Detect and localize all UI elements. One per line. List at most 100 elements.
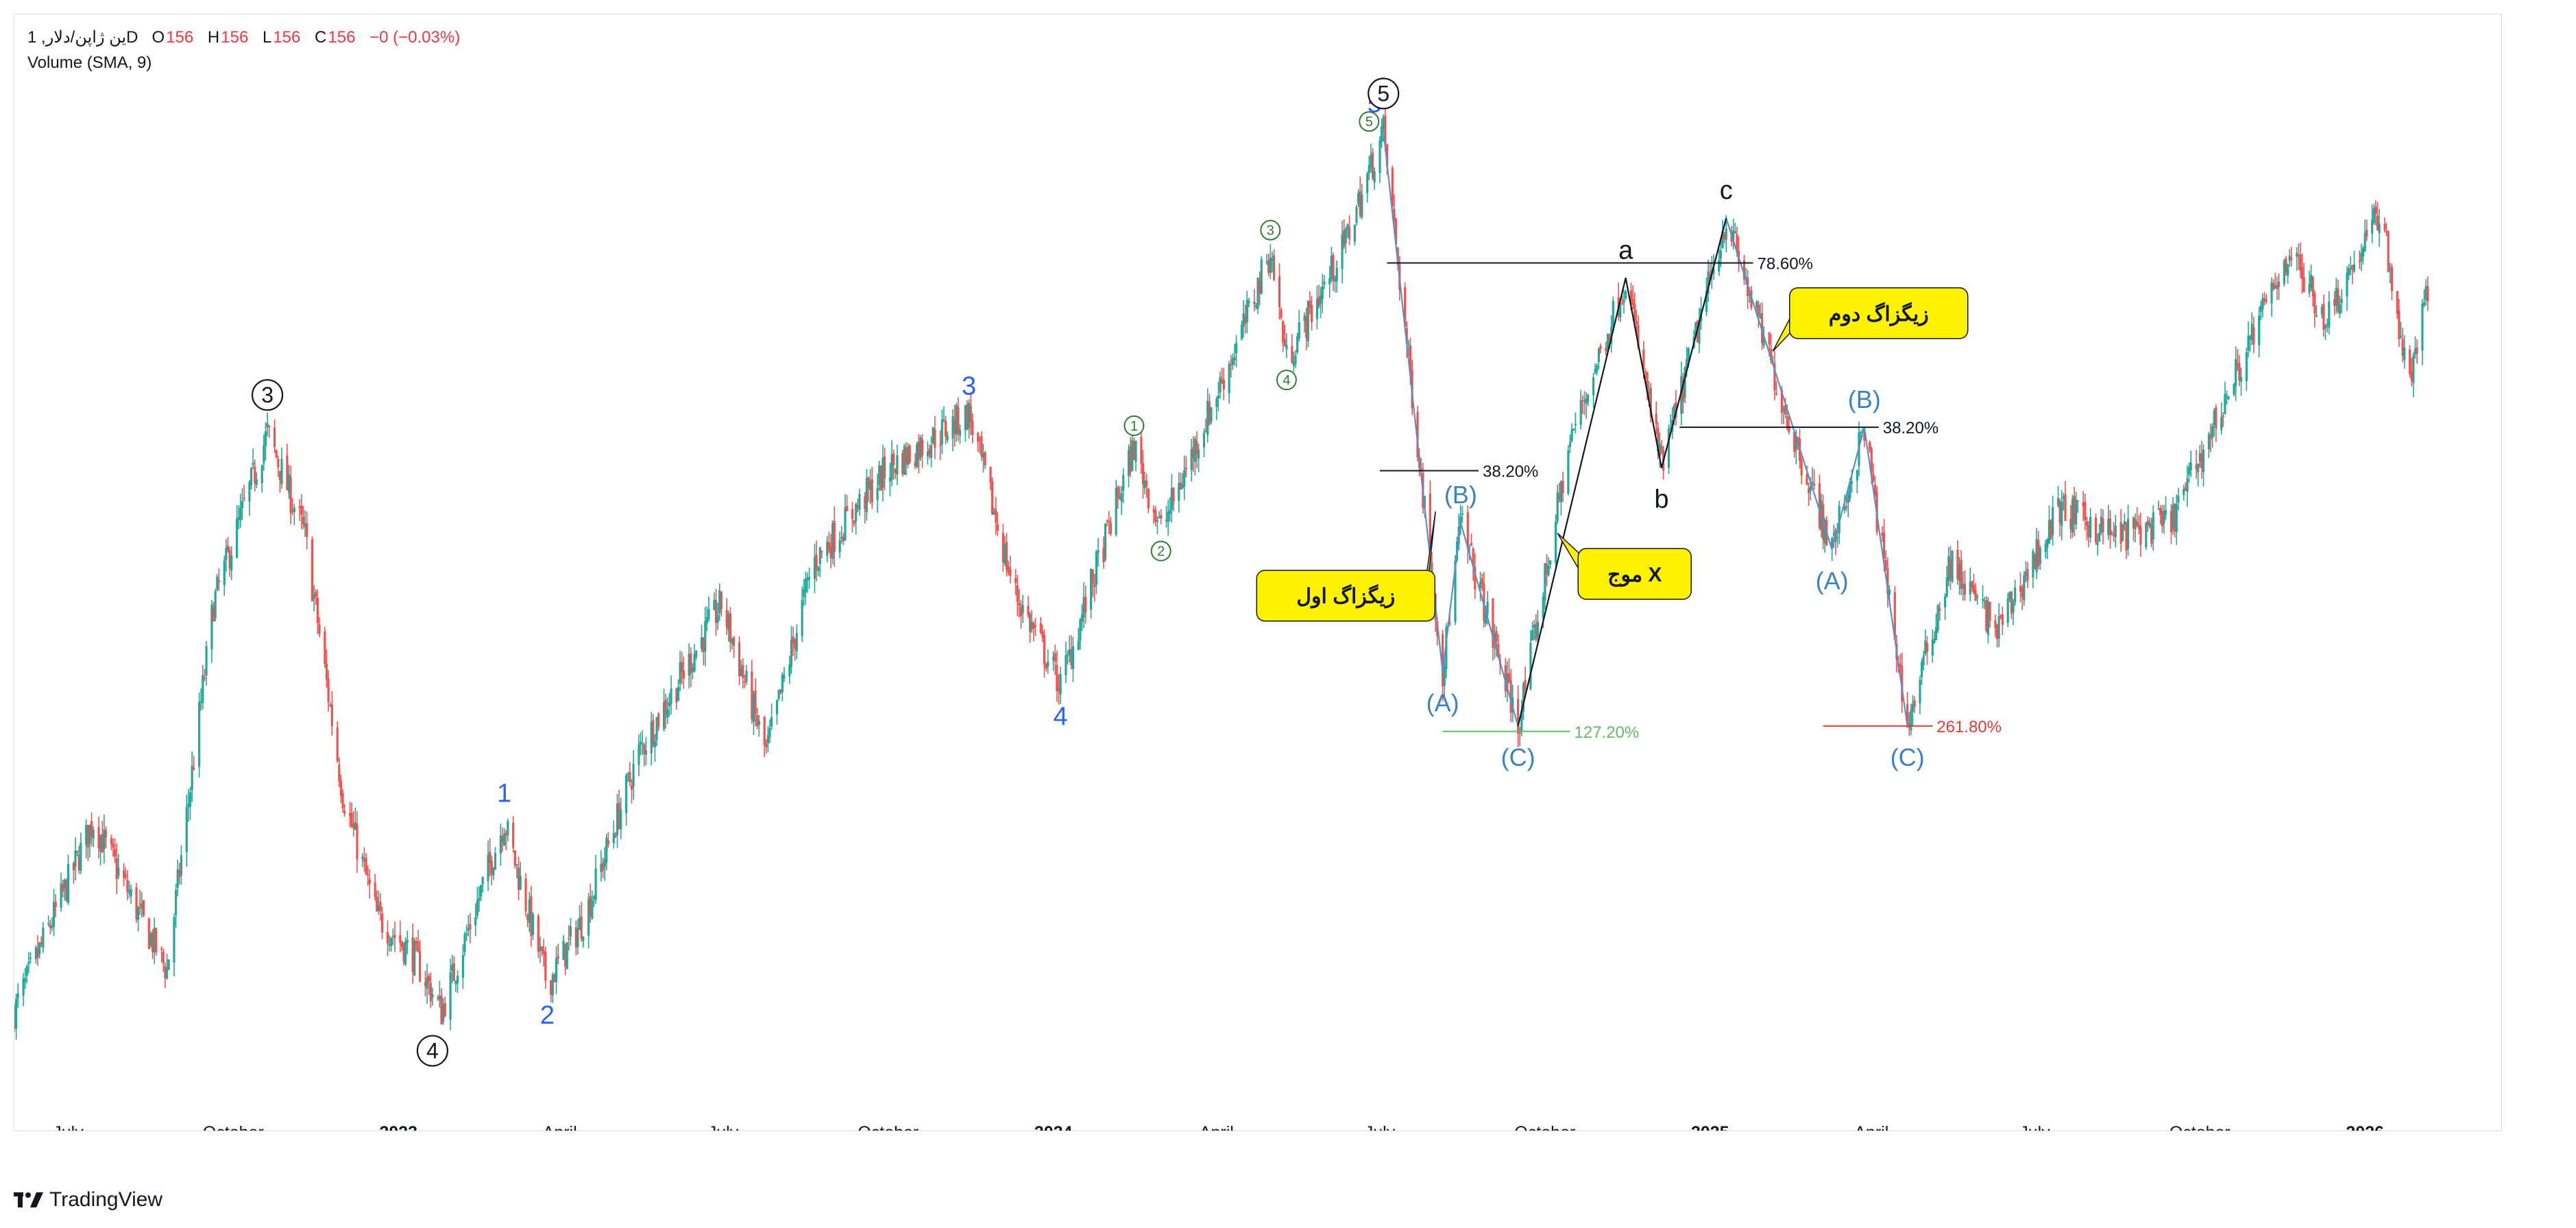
candle-body bbox=[1545, 564, 1548, 575]
candle-body bbox=[2123, 521, 2126, 525]
candle-body bbox=[1183, 470, 1186, 487]
candle-body bbox=[2296, 253, 2298, 257]
candle-body bbox=[1637, 325, 1640, 348]
candle-body bbox=[740, 668, 742, 677]
candle-body bbox=[47, 923, 50, 925]
candle-body bbox=[1882, 532, 1886, 559]
callout-seam bbox=[1579, 555, 1591, 593]
chart-pane[interactable]: 1261281301321341361381401421441461481501… bbox=[14, 14, 2502, 1131]
callout-box bbox=[1256, 569, 1436, 622]
candle-body bbox=[1204, 431, 1207, 433]
candle-body bbox=[539, 946, 542, 951]
candle-body bbox=[1642, 349, 1645, 369]
candle-body bbox=[1429, 494, 1431, 566]
time-tick-label: July bbox=[2019, 1123, 2050, 1131]
candle-body bbox=[1847, 494, 1849, 503]
candle-body bbox=[237, 517, 240, 520]
candle-body bbox=[1028, 614, 1032, 632]
candle-body bbox=[1567, 450, 1570, 494]
tradingview-branding[interactable]: TradingView bbox=[14, 1183, 162, 1217]
candle-body bbox=[365, 857, 367, 875]
legend-main-series: 1 ,ین ژاپن/دلارD O156 H156 L156 C156 −0 … bbox=[27, 27, 470, 47]
candle-body bbox=[679, 662, 681, 684]
candle-body bbox=[2364, 232, 2366, 252]
candle-body bbox=[1570, 429, 1573, 442]
candle-body bbox=[2425, 286, 2427, 300]
candle-body bbox=[115, 858, 118, 880]
candle-body bbox=[1958, 564, 1961, 581]
candle-body bbox=[844, 507, 847, 541]
candle-body bbox=[1509, 680, 1512, 713]
candle-body bbox=[829, 546, 832, 558]
candle-body bbox=[1994, 620, 1997, 628]
candle-body bbox=[27, 961, 30, 965]
candle-body bbox=[867, 477, 870, 488]
candle-body bbox=[38, 942, 41, 955]
candle-body bbox=[1246, 300, 1248, 322]
candle-body bbox=[574, 927, 577, 948]
candle-body bbox=[377, 905, 380, 911]
candle-body bbox=[1823, 519, 1826, 544]
candle-body bbox=[1581, 400, 1584, 402]
candle-body bbox=[928, 448, 931, 455]
candle-body bbox=[180, 855, 183, 876]
candle-body bbox=[1254, 305, 1258, 307]
candle-body bbox=[1230, 364, 1232, 365]
candle-body bbox=[589, 896, 592, 917]
candle-body bbox=[2370, 219, 2374, 234]
wave-label: 2 bbox=[540, 1001, 555, 1030]
candle-body bbox=[966, 404, 969, 430]
candle-body bbox=[905, 448, 908, 466]
candle-body bbox=[1409, 345, 1412, 374]
candle-body bbox=[2035, 539, 2038, 573]
candle-body bbox=[2347, 268, 2350, 276]
candle-body bbox=[1267, 261, 1270, 273]
candle-body bbox=[327, 678, 330, 702]
candle-body bbox=[718, 590, 721, 614]
candle-body bbox=[356, 823, 359, 860]
candle-body bbox=[2338, 304, 2342, 314]
candle-body bbox=[212, 607, 215, 622]
candle-body bbox=[254, 466, 256, 483]
candle-body bbox=[1924, 640, 1927, 654]
candle-body bbox=[1253, 302, 1256, 304]
time-tick-label: 2026 bbox=[2346, 1123, 2384, 1131]
candle-body bbox=[2247, 335, 2250, 351]
candle-body bbox=[191, 765, 193, 791]
candle-body bbox=[1936, 605, 1939, 631]
candle-body bbox=[700, 637, 703, 649]
candle-body bbox=[2159, 508, 2162, 515]
candle-body bbox=[1712, 268, 1715, 274]
candle-body bbox=[1863, 435, 1866, 441]
candle-body bbox=[391, 936, 394, 937]
candle-body bbox=[953, 419, 956, 433]
candle-body bbox=[1206, 400, 1209, 435]
candle-body bbox=[803, 589, 805, 598]
price-chart[interactable]: 1261281301321341361381401421441461481501… bbox=[14, 14, 2501, 1131]
candle-body bbox=[72, 863, 75, 871]
candle-body bbox=[1849, 481, 1851, 499]
candle-body bbox=[1472, 549, 1474, 566]
candle-body bbox=[2177, 495, 2180, 503]
candle-body bbox=[223, 560, 226, 586]
candle-body bbox=[856, 505, 859, 508]
candle-body bbox=[2202, 449, 2205, 472]
candle-body bbox=[1235, 342, 1238, 354]
candle-body bbox=[826, 542, 829, 556]
candle-body bbox=[275, 450, 278, 458]
candle-body bbox=[1120, 493, 1123, 502]
candle-body bbox=[2076, 500, 2079, 502]
candle-body bbox=[1869, 442, 1871, 450]
candle-body bbox=[25, 965, 28, 976]
candle-body bbox=[991, 481, 994, 515]
candle-body bbox=[580, 916, 583, 939]
legend-volume[interactable]: Volume (SMA, 9) bbox=[27, 53, 151, 73]
candle-body bbox=[2052, 507, 2054, 535]
candle-body bbox=[1483, 583, 1485, 621]
candle-body bbox=[2056, 498, 2060, 506]
candle-body bbox=[343, 810, 346, 814]
candle-body bbox=[1899, 664, 1901, 667]
candle-body bbox=[770, 717, 773, 727]
candle-body bbox=[1506, 673, 1509, 692]
candle-body bbox=[1332, 254, 1335, 281]
